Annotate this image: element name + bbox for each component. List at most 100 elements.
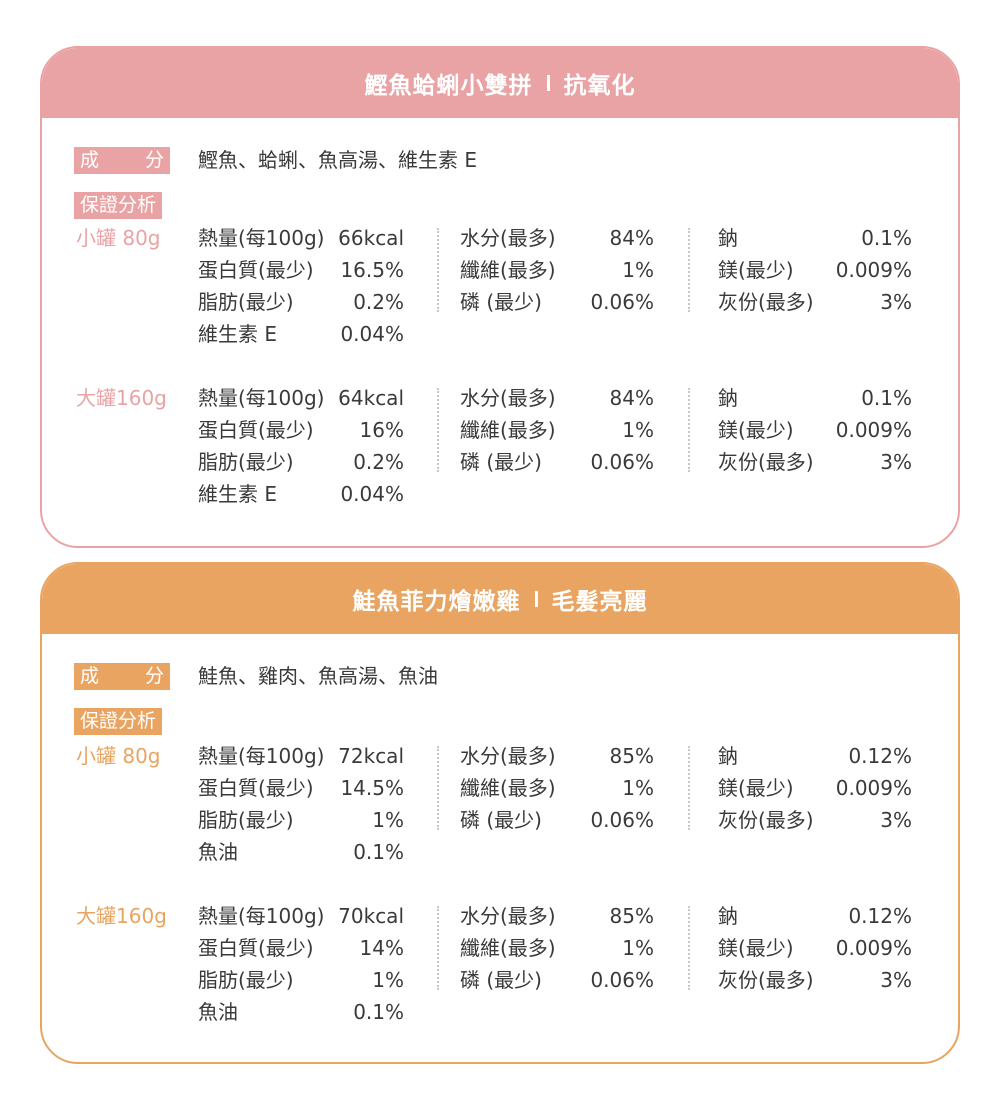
nutrient-value: 1% — [622, 936, 654, 960]
nutrient-name: 鈉 — [718, 904, 738, 928]
nutrient-value: 72kcal — [338, 744, 404, 768]
nutrient-name: 維生素 E — [198, 482, 277, 506]
size-label: 小罐 80g — [76, 226, 161, 250]
product-card-mackerel-clam: 鰹魚蛤蜊小雙拼 抗氧化 成 分 鰹魚、蛤蜊、魚高湯、維生素 E 保證分析 小罐 … — [40, 46, 960, 548]
nutrient-value: 0.12% — [848, 744, 912, 768]
ingredients-label-char-1: 成 — [80, 665, 100, 687]
size-label: 大罐160g — [76, 386, 167, 410]
nutrient-value: 70kcal — [338, 904, 404, 928]
nutrient-value: 14.5% — [340, 776, 404, 800]
column-divider — [437, 746, 439, 830]
ingredients-label: 成 分 — [74, 147, 170, 174]
nutrient-name: 蛋白質(最少) — [198, 418, 314, 442]
nutrient-name: 灰份(最多) — [718, 450, 814, 474]
nutrient-value: 1% — [372, 968, 404, 992]
ingredients-label-char-1: 成 — [80, 149, 100, 171]
product-title: 鮭魚菲力燴嫩雞 — [352, 589, 521, 615]
nutrient-value: 3% — [880, 968, 912, 992]
product-benefit: 毛髮亮麗 — [551, 589, 648, 615]
nutrient-value: 0.009% — [835, 418, 912, 442]
nutrient-name: 蛋白質(最少) — [198, 936, 314, 960]
nutrient-value: 0.04% — [340, 322, 404, 346]
product-title: 鰹魚蛤蜊小雙拼 — [364, 73, 533, 99]
nutrient-name: 鎂(最少) — [718, 936, 794, 960]
nutrient-value: 3% — [880, 450, 912, 474]
nutrient-value: 1% — [622, 776, 654, 800]
nutrient-value: 66kcal — [338, 226, 404, 250]
column-divider — [437, 228, 439, 312]
product-benefit: 抗氧化 — [563, 73, 636, 99]
card-header: 鰹魚蛤蜊小雙拼 抗氧化 — [42, 48, 958, 118]
nutrient-name: 魚油 — [198, 840, 238, 864]
nutrient-value: 85% — [609, 744, 654, 768]
nutrient-name: 鈉 — [718, 386, 738, 410]
nutrient-value: 3% — [880, 808, 912, 832]
nutrient-name: 灰份(最多) — [718, 808, 814, 832]
column-divider — [688, 228, 690, 312]
nutrient-name: 鎂(最少) — [718, 258, 794, 282]
nutrient-value: 0.06% — [590, 450, 654, 474]
nutrient-name: 磷 (最少) — [460, 808, 542, 832]
nutrient-value: 16.5% — [340, 258, 404, 282]
nutrient-value: 0.009% — [835, 776, 912, 800]
ingredients-label-char-2: 分 — [144, 665, 164, 687]
ingredients-text: 鰹魚、蛤蜊、魚高湯、維生素 E — [198, 148, 477, 172]
nutrient-name: 熱量(每100g) — [198, 904, 325, 928]
nutrient-value: 14% — [359, 936, 404, 960]
nutrient-name: 熱量(每100g) — [198, 744, 325, 768]
nutrient-name: 鈉 — [718, 226, 738, 250]
nutrient-name: 磷 (最少) — [460, 450, 542, 474]
nutrient-value: 0.06% — [590, 290, 654, 314]
nutrient-value: 3% — [880, 290, 912, 314]
nutrient-value: 0.12% — [848, 904, 912, 928]
nutrient-value: 0.04% — [340, 482, 404, 506]
nutrient-value: 16% — [359, 418, 404, 442]
nutrient-name: 纖維(最多) — [460, 418, 556, 442]
nutrient-name: 水分(最多) — [460, 386, 556, 410]
nutrient-value: 85% — [609, 904, 654, 928]
nutrient-value: 1% — [372, 808, 404, 832]
title-separator — [534, 591, 538, 607]
nutrient-name: 脂肪(最少) — [198, 290, 294, 314]
nutrient-name: 水分(最多) — [460, 904, 556, 928]
nutrient-value: 0.009% — [835, 936, 912, 960]
column-divider — [688, 906, 690, 990]
nutrient-value: 1% — [622, 258, 654, 282]
nutrient-value: 0.1% — [861, 226, 912, 250]
nutrient-name: 魚油 — [198, 1000, 238, 1024]
column-divider — [437, 388, 439, 472]
nutrient-value: 64kcal — [338, 386, 404, 410]
ingredients-text: 鮭魚、雞肉、魚高湯、魚油 — [198, 664, 438, 688]
ingredients-label-char-2: 分 — [144, 149, 164, 171]
nutrient-value: 84% — [609, 386, 654, 410]
nutrient-value: 0.1% — [861, 386, 912, 410]
nutrient-name: 蛋白質(最少) — [198, 776, 314, 800]
nutrient-name: 灰份(最多) — [718, 290, 814, 314]
nutrient-name: 水分(最多) — [460, 744, 556, 768]
nutrient-name: 鎂(最少) — [718, 418, 794, 442]
column-divider — [688, 746, 690, 830]
size-label: 大罐160g — [76, 904, 167, 928]
nutrient-name: 熱量(每100g) — [198, 386, 325, 410]
card-header: 鮭魚菲力燴嫩雞 毛髮亮麗 — [42, 564, 958, 634]
nutrient-name: 蛋白質(最少) — [198, 258, 314, 282]
column-divider — [688, 388, 690, 472]
nutrient-name: 纖維(最多) — [460, 776, 556, 800]
nutrient-name: 磷 (最少) — [460, 968, 542, 992]
size-label: 小罐 80g — [76, 744, 161, 768]
nutrient-name: 纖維(最多) — [460, 936, 556, 960]
nutrient-value: 1% — [622, 418, 654, 442]
nutrient-name: 鎂(最少) — [718, 776, 794, 800]
nutrient-name: 磷 (最少) — [460, 290, 542, 314]
guaranteed-analysis-label: 保證分析 — [74, 192, 163, 219]
nutrient-name: 水分(最多) — [460, 226, 556, 250]
nutrient-value: 0.2% — [353, 450, 404, 474]
nutrient-value: 0.1% — [353, 1000, 404, 1024]
product-card-salmon-chicken: 鮭魚菲力燴嫩雞 毛髮亮麗 成 分 鮭魚、雞肉、魚高湯、魚油 保證分析 小罐 80… — [40, 562, 960, 1064]
title-separator — [546, 75, 550, 91]
nutrient-value: 0.1% — [353, 840, 404, 864]
column-divider — [437, 906, 439, 990]
nutrient-name: 纖維(最多) — [460, 258, 556, 282]
nutrient-name: 熱量(每100g) — [198, 226, 325, 250]
ingredients-label: 成 分 — [74, 663, 170, 690]
